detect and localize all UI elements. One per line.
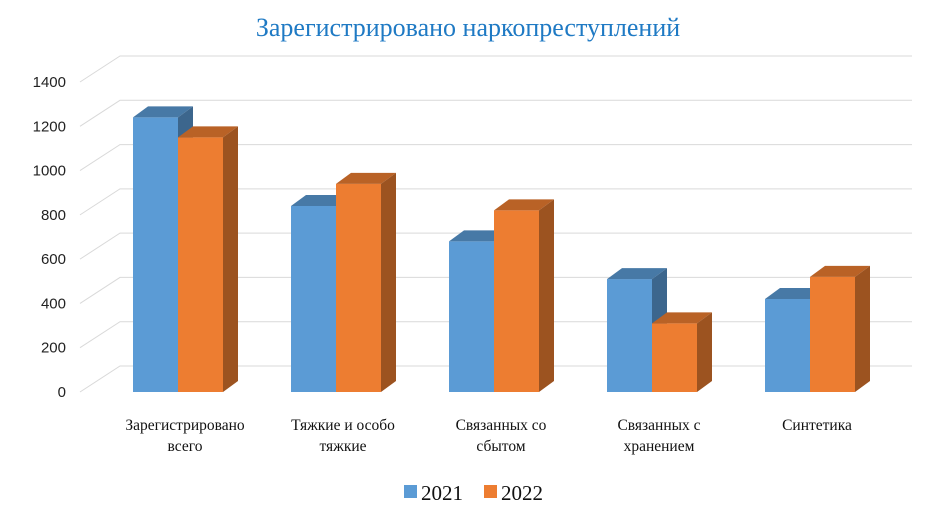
bar-2022-2 <box>336 172 396 392</box>
bar-top <box>494 199 554 211</box>
bar-front <box>178 137 223 392</box>
bar-top <box>133 106 193 118</box>
bar-top <box>810 265 870 277</box>
y-tick-label: 200 <box>41 340 66 357</box>
y-tick-label: 1000 <box>33 163 66 180</box>
y-tick-label: 0 <box>58 384 66 401</box>
category-label: Зарегистрировано всего <box>125 417 245 455</box>
legend: 2021 2022 <box>404 481 543 505</box>
bar-front <box>765 299 810 392</box>
bar-top <box>652 312 712 324</box>
bar-front <box>652 323 697 392</box>
bar-front <box>449 241 494 392</box>
legend-label: 2021 <box>421 481 463 505</box>
bar-2022-3 <box>494 199 554 392</box>
bar-2022-5 <box>810 265 870 392</box>
y-tick-label: 800 <box>41 207 66 224</box>
bar-side <box>539 199 554 392</box>
bar-front <box>291 206 336 392</box>
bar-front <box>336 183 381 392</box>
bar-front <box>133 117 178 392</box>
bar-side <box>697 312 712 392</box>
legend-swatch <box>484 485 497 498</box>
category-label: Связанных со сбытом <box>456 417 547 455</box>
y-axis-ticks: 0 200 400 600 800 1000 1200 1400 <box>33 74 66 401</box>
bar-side <box>381 172 396 392</box>
y-tick-label: 400 <box>41 295 66 312</box>
y-tick-label: 600 <box>41 251 66 268</box>
bar-2022-1 <box>178 126 238 392</box>
legend-swatch <box>404 485 417 498</box>
bars <box>133 106 870 392</box>
category-label: Тяжкие и особо тяжкие <box>291 417 395 455</box>
bar-front <box>810 276 855 392</box>
gridline <box>79 232 912 260</box>
bar-top <box>336 172 396 184</box>
bar-top <box>178 126 238 138</box>
y-tick-label: 1400 <box>33 74 66 91</box>
gridline <box>79 144 912 171</box>
x-axis-categories: Зарегистрировано всего Тяжкие и особо тяжки… <box>125 417 852 455</box>
category-label: Связанных с хранением <box>617 417 700 455</box>
bar-front <box>494 210 539 392</box>
y-tick-label: 1200 <box>33 118 66 135</box>
bar-front <box>607 279 652 392</box>
bar-2022-4 <box>652 312 712 392</box>
bar-side <box>223 126 238 392</box>
bar-side <box>855 265 870 392</box>
chart-title: Зарегистрировано наркопреступлений <box>256 13 680 42</box>
legend-label: 2022 <box>501 481 543 505</box>
gridlines <box>79 55 912 393</box>
gridline <box>79 99 912 127</box>
bar-top <box>607 268 667 280</box>
category-label: Синтетика <box>782 417 852 434</box>
gridline <box>79 55 912 83</box>
gridline <box>79 188 912 216</box>
